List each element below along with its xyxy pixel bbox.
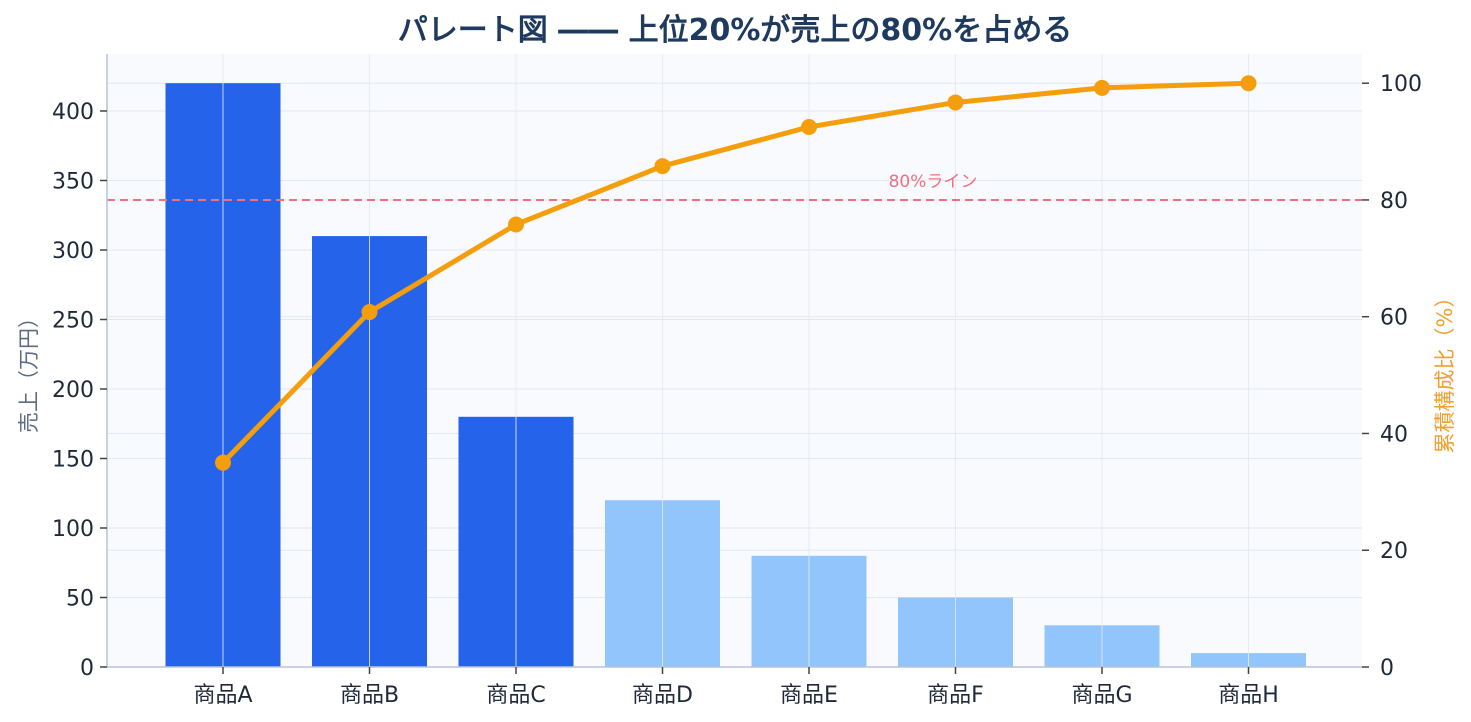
cumulative-point-8: [1240, 75, 1257, 92]
y-left-tick-label: 0: [80, 656, 94, 681]
reference-line-label: 80%ライン: [889, 172, 978, 192]
y-left-tick-label: 350: [52, 169, 94, 194]
cumulative-point-1: [215, 454, 231, 471]
y-right-tick-label: 80: [1380, 189, 1408, 214]
cumulative-point-5: [801, 118, 817, 135]
y-right-tick-label: 20: [1380, 539, 1408, 564]
cumulative-point-6: [947, 94, 964, 111]
cumulative-line: [220, 80, 1251, 466]
cumulative-point-4: [654, 158, 671, 175]
y-left-tick-label: 200: [52, 378, 94, 403]
y-axis-right-label: 累積構成比（%）: [1433, 287, 1457, 454]
chart-title: パレート図 ―― 上位20%が売上の80%を占める: [398, 13, 1073, 48]
y-axis-left-label: 売上（万円）: [17, 307, 41, 433]
x-tick-label: 商品D: [632, 683, 693, 708]
y-right-tick-label: 100: [1380, 72, 1422, 97]
y-left-tick-label: 150: [52, 447, 94, 472]
y-right-tick-label: 60: [1380, 306, 1408, 331]
x-tick-label: 商品B: [340, 683, 399, 708]
y-left-tick-label: 300: [52, 239, 94, 264]
y-right-tick-label: 0: [1380, 656, 1394, 681]
y-right-tick-label: 40: [1380, 422, 1408, 447]
y-left-tick-label: 400: [52, 100, 94, 125]
cumulative-point-2: [361, 304, 378, 321]
x-tick-label: 商品A: [193, 683, 252, 708]
cumulative-point-7: [1094, 79, 1110, 96]
cumulative-point-3: [508, 216, 524, 233]
x-tick-label: 商品G: [1071, 683, 1132, 708]
x-tick-label: 商品H: [1218, 683, 1279, 708]
y-left-tick-label: 100: [52, 517, 94, 542]
y-left-tick-label: 250: [52, 308, 94, 333]
x-tick-label: 商品E: [780, 683, 838, 708]
x-tick-label: 商品F: [927, 683, 984, 708]
x-tick-label: 商品C: [486, 683, 545, 708]
y-left-tick-label: 50: [66, 586, 94, 611]
